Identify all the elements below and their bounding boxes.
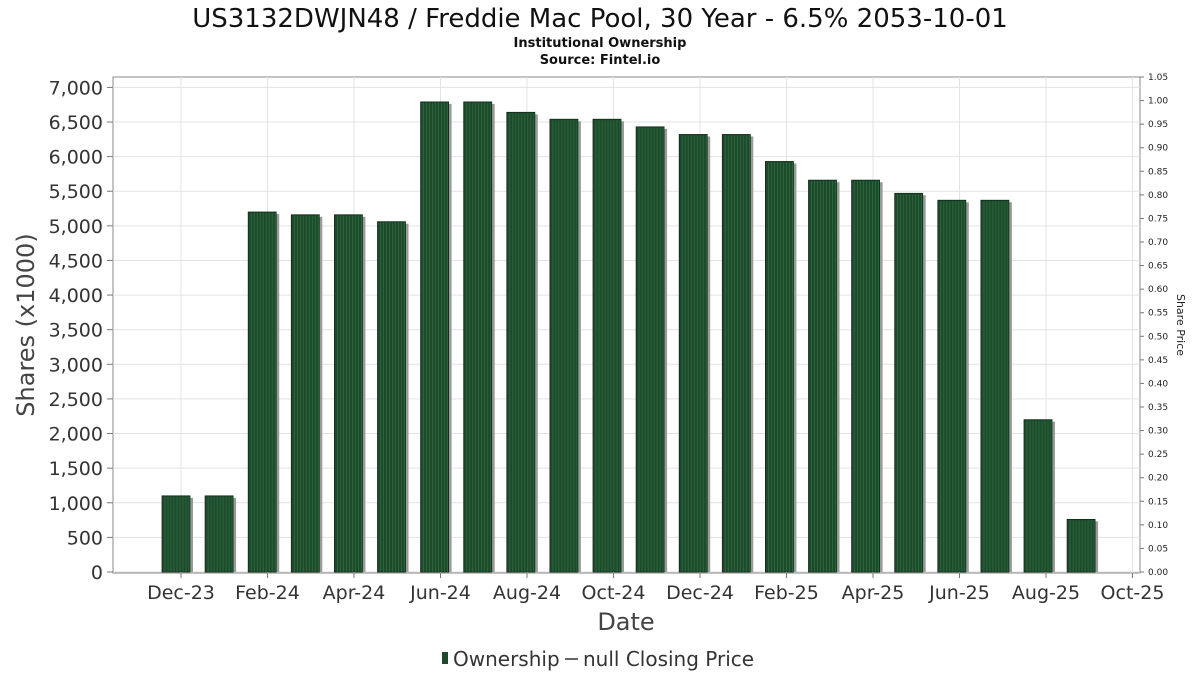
x-tick-label: Dec-23 <box>147 582 215 604</box>
chart-subtitle-source: Source: Fintel.io <box>540 53 661 68</box>
y2-tick-label: 0.95 <box>1148 120 1168 130</box>
secondary-y-axis: 0.00 0.05 0.10 0.15 0.20 0.25 0.30 0.35 0.40 0.45… <box>1140 73 1168 578</box>
y-tick-label: 7,000 <box>49 77 103 99</box>
ownership-bar <box>506 111 536 573</box>
y2-tick-label: 0.80 <box>1148 191 1168 201</box>
ownership-bar <box>1066 518 1096 573</box>
y2-tick-label: 0.15 <box>1148 497 1168 507</box>
ownership-bars <box>161 101 1099 573</box>
y2-tick-label: 0.40 <box>1148 379 1168 389</box>
y-tick-label: 2,500 <box>49 389 103 411</box>
chart-title: US3132DWJN48 / Freddie Mac Pool, 30 Year… <box>192 4 1008 34</box>
x-tick-label: Dec-24 <box>666 582 734 604</box>
x-tick-label: Aug-24 <box>493 582 561 604</box>
legend-ownership-label: Ownership <box>453 647 560 671</box>
x-tick-label: Jun-25 <box>928 582 990 604</box>
ownership-bar <box>808 179 837 573</box>
y2-tick-label: 1.00 <box>1148 97 1168 107</box>
x-tick-label: Apr-24 <box>323 582 386 604</box>
y2-tick-label: 0.25 <box>1148 450 1168 460</box>
primary-y-axis: 0 500 1,000 1,500 2,000 2,500 3,000 3,500 4,000 4… <box>49 77 113 584</box>
y2-tick-label: 0.50 <box>1148 332 1168 342</box>
legend: Ownership null Closing Price <box>442 647 754 671</box>
ownership-bar <box>937 199 967 573</box>
y-tick-label: 5,000 <box>49 216 103 238</box>
x-tick-label: Oct-25 <box>1101 582 1165 604</box>
ownership-bar <box>463 101 493 573</box>
x-tick-label: Aug-25 <box>1012 582 1080 604</box>
y2-tick-label: 0.30 <box>1148 427 1168 437</box>
y-tick-label: 6,500 <box>49 112 103 134</box>
y2-tick-label: 0.60 <box>1148 285 1168 295</box>
ownership-bar <box>765 161 794 573</box>
y2-tick-label: 0.55 <box>1148 309 1168 319</box>
x-axis: Dec-23 Feb-24 Apr-24 Jun-24 Aug-24 Oct-24 Dec-… <box>147 573 1164 604</box>
secondary-y-axis-title: Share Price <box>1174 294 1187 356</box>
ownership-bar <box>894 192 924 573</box>
ownership-bar <box>851 179 880 573</box>
x-tick-label: Jun-24 <box>409 582 471 604</box>
y2-tick-label: 0.70 <box>1148 238 1168 248</box>
y-tick-label: 0 <box>91 562 103 584</box>
legend-ownership-swatch <box>442 652 448 664</box>
y-tick-label: 1,500 <box>49 458 103 480</box>
legend-closing-price-label: null Closing Price <box>583 647 754 671</box>
ownership-bar <box>290 214 320 573</box>
ownership-bar <box>1023 419 1053 573</box>
plot-area <box>112 76 1141 574</box>
x-tick-label: Feb-24 <box>235 582 300 604</box>
ownership-bar <box>678 134 708 573</box>
ownership-bar <box>721 134 751 573</box>
ownership-bar <box>333 214 363 573</box>
y-tick-label: 4,500 <box>49 250 103 272</box>
y2-tick-label: 0.35 <box>1148 403 1168 413</box>
chart-subtitle-ownership: Institutional Ownership <box>514 36 687 51</box>
ownership-bar <box>549 118 579 573</box>
y-tick-label: 4,000 <box>49 285 103 307</box>
x-tick-label: Feb-25 <box>754 582 819 604</box>
x-tick-label: Apr-25 <box>842 582 905 604</box>
y-tick-label: 3,500 <box>49 320 103 342</box>
y-tick-label: 1,000 <box>49 493 103 515</box>
y2-tick-label: 0.90 <box>1148 144 1168 154</box>
ownership-bar <box>980 199 1010 573</box>
ownership-bar <box>204 495 234 573</box>
ownership-bar <box>377 221 406 573</box>
y2-tick-label: 1.05 <box>1148 73 1168 83</box>
ownership-bar <box>420 101 450 573</box>
y2-tick-label: 0.65 <box>1148 262 1168 272</box>
y-axis-title: Shares (x1000) <box>12 233 40 416</box>
y-tick-label: 5,500 <box>49 181 103 203</box>
ownership-bar <box>161 495 191 573</box>
y2-tick-label: 0.75 <box>1148 214 1168 224</box>
y-tick-label: 6,000 <box>49 147 103 169</box>
grid-lines <box>113 77 1140 573</box>
y2-tick-label: 0.20 <box>1148 474 1168 484</box>
x-axis-title: Date <box>597 608 654 636</box>
y2-tick-label: 0.85 <box>1148 167 1168 177</box>
y-tick-label: 2,000 <box>49 424 103 446</box>
y-tick-label: 500 <box>67 527 103 549</box>
y-tick-label: 3,000 <box>49 354 103 376</box>
ownership-bar <box>247 211 277 573</box>
y2-tick-label: 0.10 <box>1148 521 1168 531</box>
y2-tick-label: 0.00 <box>1148 568 1168 578</box>
ownership-bar <box>592 118 622 573</box>
x-tick-label: Oct-24 <box>582 582 646 604</box>
y2-tick-label: 0.05 <box>1148 544 1168 554</box>
ownership-bar <box>635 126 665 573</box>
y2-tick-label: 0.45 <box>1148 356 1168 366</box>
